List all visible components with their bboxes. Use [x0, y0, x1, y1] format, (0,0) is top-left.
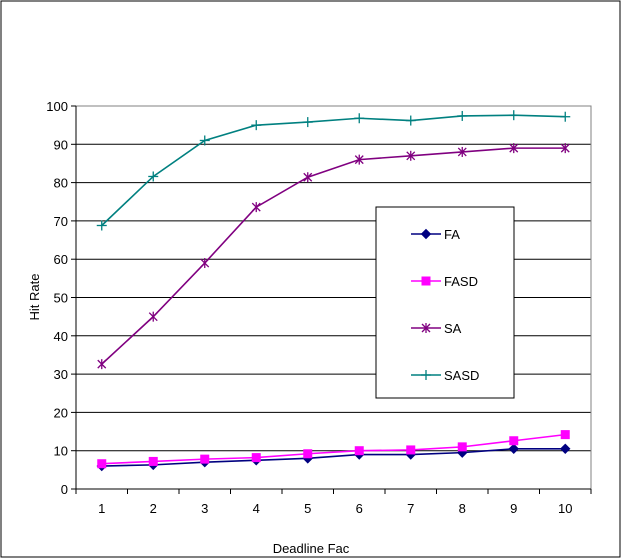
data-point-fasd: [251, 453, 261, 463]
legend-label-sasd: SASD: [444, 368, 479, 383]
x-tick-label: 2: [150, 501, 157, 516]
data-point-fa: [508, 443, 519, 454]
legend-entry-fa: FA: [411, 227, 460, 242]
data-point-sa: [200, 258, 210, 269]
y-tick-label: 90: [54, 137, 68, 152]
y-tick-label: 0: [61, 482, 68, 497]
data-point-sasd: [148, 171, 159, 182]
y-tick-label: 70: [54, 214, 68, 229]
legend-entry-fasd: FASD: [411, 274, 478, 289]
legend-entry-sasd: SASD: [411, 368, 479, 383]
data-point-sasd: [199, 135, 210, 146]
legend: FA FASD SA SASD: [375, 206, 515, 399]
y-tick-label: 80: [54, 176, 68, 191]
data-point-sa: [457, 146, 467, 157]
legend-marker-fa: [420, 228, 432, 240]
x-tick-label: 8: [459, 501, 466, 516]
series-line-sa: [101, 147, 566, 365]
series-line-fa: [101, 447, 566, 467]
y-tick-label: 10: [54, 444, 68, 459]
gridlines: [76, 143, 591, 452]
data-point-sasd: [508, 110, 519, 121]
x-axis-label: Deadline Fac: [273, 541, 350, 556]
y-tick-label: 60: [54, 252, 68, 267]
x-tick-label: 1: [98, 501, 105, 516]
data-point-sa: [509, 143, 519, 154]
legend-marker-sasd: [421, 370, 431, 380]
x-tick-label: 6: [356, 501, 363, 516]
y-axis-label: Hit Rate: [27, 274, 42, 321]
y-tick-label: 50: [54, 291, 68, 306]
x-tick-label: 4: [253, 501, 260, 516]
data-point-sasd: [251, 120, 262, 131]
data-point-sa: [354, 154, 364, 165]
data-point-fa: [560, 443, 571, 454]
legend-label-fasd: FASD: [444, 274, 478, 289]
data-point-fasd: [200, 454, 210, 464]
data-point-sa: [406, 150, 416, 161]
series-lines: [96, 110, 571, 472]
x-tick-label: 10: [558, 501, 572, 516]
data-point-sasd: [354, 113, 365, 124]
y-tick-label: 20: [54, 405, 68, 420]
x-tick-label: 3: [201, 501, 208, 516]
data-point-sasd: [560, 111, 571, 122]
data-point-fasd: [354, 446, 364, 456]
series-line-sasd: [101, 114, 566, 227]
legend-box: [375, 206, 515, 399]
data-point-fasd: [457, 442, 467, 452]
data-point-fasd: [560, 430, 570, 440]
legend-marker-fasd: [421, 276, 431, 286]
y-tick-label: 30: [54, 367, 68, 382]
data-point-sasd: [302, 117, 313, 128]
data-point-sa: [560, 143, 570, 154]
legend-label-fa: FA: [444, 227, 460, 242]
data-point-sa: [251, 202, 261, 213]
data-point-fasd: [97, 459, 107, 469]
axes: 0 10 20 30 40 50 60 70 80 90 100 1 2 3 4 5 6 7 8 9 10: [46, 99, 592, 516]
y-tick-label: 100: [46, 99, 68, 114]
data-point-sasd: [457, 110, 468, 121]
data-point-sasd: [405, 115, 416, 126]
x-tick-label: 7: [407, 501, 414, 516]
x-tick-label: 5: [304, 501, 311, 516]
series-line-fasd: [101, 433, 566, 465]
y-tick-label: 40: [54, 329, 68, 344]
data-point-sa: [148, 311, 158, 322]
data-point-sasd: [96, 220, 107, 231]
legend-label-sa: SA: [444, 321, 462, 336]
legend-entry-sa: SA: [411, 321, 462, 336]
data-point-sa: [303, 172, 313, 183]
data-point-fasd: [406, 445, 416, 455]
x-tick-label: 9: [510, 501, 517, 516]
data-point-sa: [97, 359, 107, 370]
data-point-fasd: [303, 449, 313, 459]
data-point-fasd: [509, 436, 519, 446]
data-point-fasd: [148, 456, 158, 466]
legend-marker-sa: [421, 323, 431, 333]
